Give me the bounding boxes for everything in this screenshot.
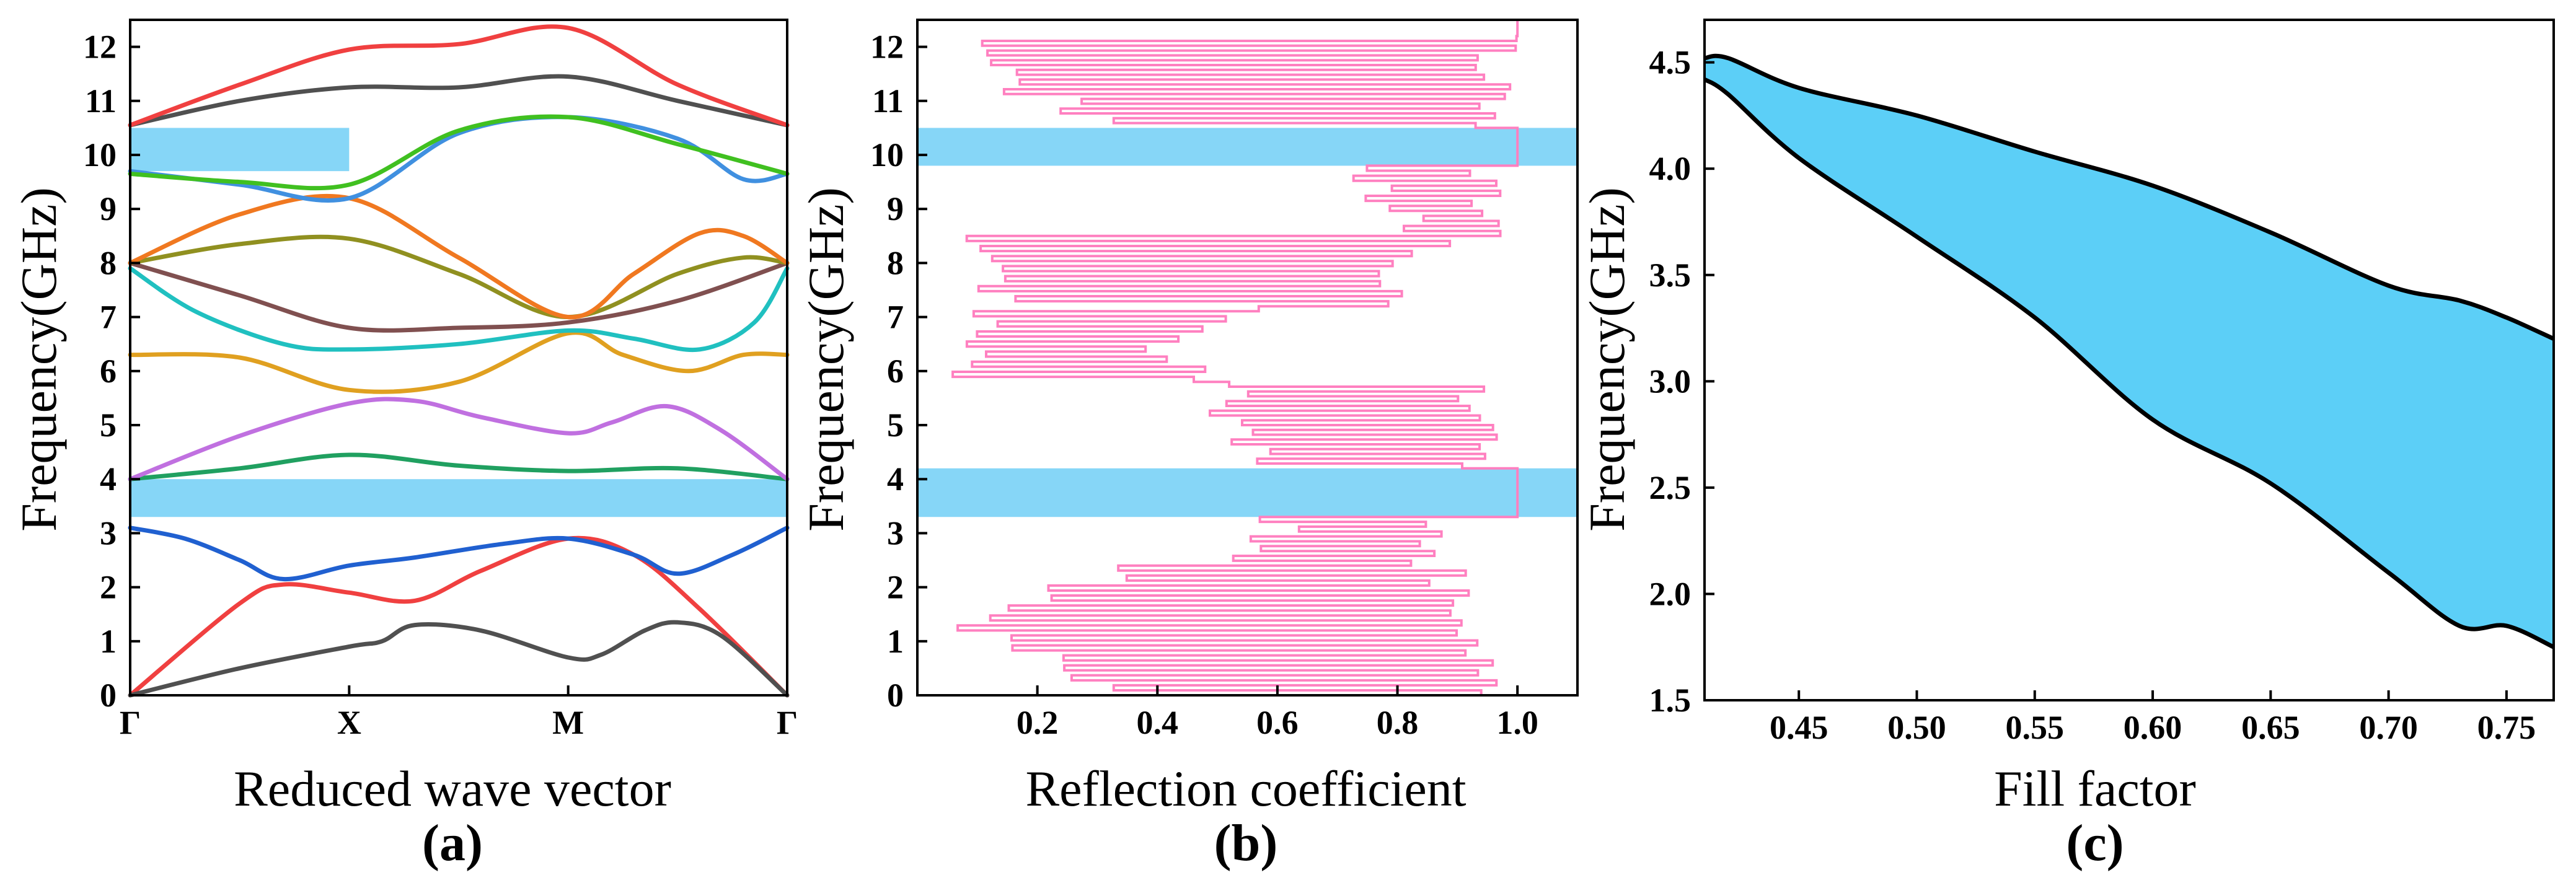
axes-frame bbox=[916, 19, 1579, 697]
y-tick-label: 0 bbox=[100, 677, 117, 714]
y-tick-label: 7 bbox=[887, 299, 904, 336]
axes-frame bbox=[1703, 19, 2555, 701]
y-tick-label: 11 bbox=[85, 82, 117, 120]
panel-c-fill-factor: 1.5 2.0 2.5 3.0 3.5 4.0 4.5 0.45 0.50 0.55 0.60 0.6… bbox=[1579, 19, 2555, 872]
y-tick-label: 12 bbox=[83, 29, 117, 66]
panel-label: (c) bbox=[2066, 814, 2124, 872]
band-gap bbox=[917, 468, 1577, 517]
band-line bbox=[128, 620, 790, 698]
band-line bbox=[128, 234, 790, 320]
x-tick-label: Γ bbox=[777, 704, 798, 741]
y-tick-label: 8 bbox=[100, 244, 117, 281]
x-tick-label: 1.0 bbox=[1496, 704, 1538, 741]
y-tick-label: 2.5 bbox=[1649, 469, 1692, 506]
plot-frame bbox=[1703, 19, 2555, 701]
x-tick-label: 0.6 bbox=[1256, 704, 1299, 741]
x-tick-label: 0.60 bbox=[2124, 709, 2182, 746]
band-gap bbox=[130, 479, 787, 517]
x-tick-label: 0.2 bbox=[1017, 704, 1059, 741]
y-tick-label: 2.0 bbox=[1649, 575, 1692, 612]
plot-frame bbox=[129, 19, 788, 697]
axes-frame bbox=[129, 19, 788, 697]
band-line bbox=[128, 525, 790, 582]
x-tick-label: 0.45 bbox=[1770, 709, 1828, 746]
band-line bbox=[128, 397, 790, 481]
y-tick-label: 2 bbox=[100, 569, 117, 606]
band-line bbox=[128, 330, 790, 394]
x-tick-label: 0.75 bbox=[2477, 709, 2536, 746]
panel-label: (a) bbox=[422, 814, 483, 872]
y-axis-title: Frequency(GHz) bbox=[798, 187, 854, 532]
y-tick-label: 5 bbox=[887, 407, 904, 444]
y-tick-label: 3.0 bbox=[1649, 363, 1692, 400]
lower-edge-line bbox=[1703, 77, 2555, 649]
y-tick-label: 7 bbox=[100, 299, 117, 336]
y-tick-label: 1 bbox=[100, 623, 117, 660]
y-tick-label: 0 bbox=[887, 677, 904, 714]
y-tick-label: 2 bbox=[887, 569, 904, 606]
y-tick-label: 3.5 bbox=[1649, 257, 1692, 294]
x-tick-label: 0.4 bbox=[1137, 704, 1179, 741]
band-line bbox=[128, 193, 790, 320]
band-line bbox=[128, 260, 790, 333]
upper-edge-line bbox=[1704, 53, 2555, 341]
band-gap-layer bbox=[130, 128, 787, 517]
y-tick-label: 10 bbox=[83, 136, 117, 174]
x-tick-label: 0.65 bbox=[2241, 709, 2300, 746]
band-lines bbox=[128, 24, 790, 698]
x-tick-label: 0.55 bbox=[2006, 709, 2065, 746]
band-line bbox=[128, 74, 790, 128]
band-gap-layer bbox=[917, 128, 1577, 517]
band-line bbox=[128, 452, 790, 481]
y-tick-label: 11 bbox=[872, 82, 904, 120]
band-line bbox=[128, 24, 790, 128]
y-axis-title: Frequency(GHz) bbox=[11, 187, 67, 532]
panel-label: (b) bbox=[1214, 814, 1278, 872]
y-tick-label: 4.5 bbox=[1649, 44, 1692, 81]
band-gap bbox=[130, 128, 350, 172]
x-tick-label: 0.50 bbox=[1887, 709, 1946, 746]
x-tick-label: M bbox=[552, 704, 584, 741]
y-tick-label: 3 bbox=[887, 514, 904, 552]
x-axis-title: Reduced wave vector bbox=[234, 760, 671, 817]
y-tick-label: 6 bbox=[887, 353, 904, 390]
band-line bbox=[128, 535, 790, 698]
y-tick-label: 10 bbox=[870, 136, 904, 174]
y-tick-label: 3 bbox=[100, 514, 117, 552]
y-tick-label: 12 bbox=[870, 29, 904, 66]
band-line bbox=[128, 114, 790, 191]
x-axis-title: Fill factor bbox=[1994, 760, 2196, 817]
y-tick-label: 5 bbox=[100, 407, 117, 444]
x-tick-label: 0.8 bbox=[1377, 704, 1419, 741]
tick-layer: 1.5 2.0 2.5 3.0 3.5 4.0 4.5 0.45 0.50 0.55 0.60 0.6… bbox=[1649, 44, 2536, 746]
reflection-trace bbox=[951, 20, 1519, 695]
y-tick-label: 1 bbox=[887, 623, 904, 660]
y-tick-label: 6 bbox=[100, 353, 117, 390]
y-tick-label: 4 bbox=[100, 460, 117, 498]
x-tick-label: Γ bbox=[120, 704, 141, 741]
gap-area bbox=[1703, 53, 2555, 649]
y-tick-label: 9 bbox=[887, 190, 904, 227]
x-tick-label: 0.70 bbox=[2359, 709, 2418, 746]
x-tick-label: X bbox=[337, 704, 361, 741]
gap-fill bbox=[1705, 56, 2554, 648]
y-tick-label: 1.5 bbox=[1649, 682, 1692, 719]
y-tick-label: 4.0 bbox=[1649, 150, 1692, 187]
y-tick-label: 9 bbox=[100, 190, 117, 227]
y-tick-label: 4 bbox=[887, 460, 904, 498]
plot-frame bbox=[916, 19, 1579, 697]
reflection-line bbox=[951, 20, 1519, 695]
y-axis-title: Frequency(GHz) bbox=[1579, 187, 1635, 532]
x-axis-title: Reflection coefficient bbox=[1025, 760, 1466, 817]
band-line bbox=[128, 266, 790, 353]
band-gap bbox=[917, 128, 1577, 166]
y-tick-label: 8 bbox=[887, 244, 904, 281]
